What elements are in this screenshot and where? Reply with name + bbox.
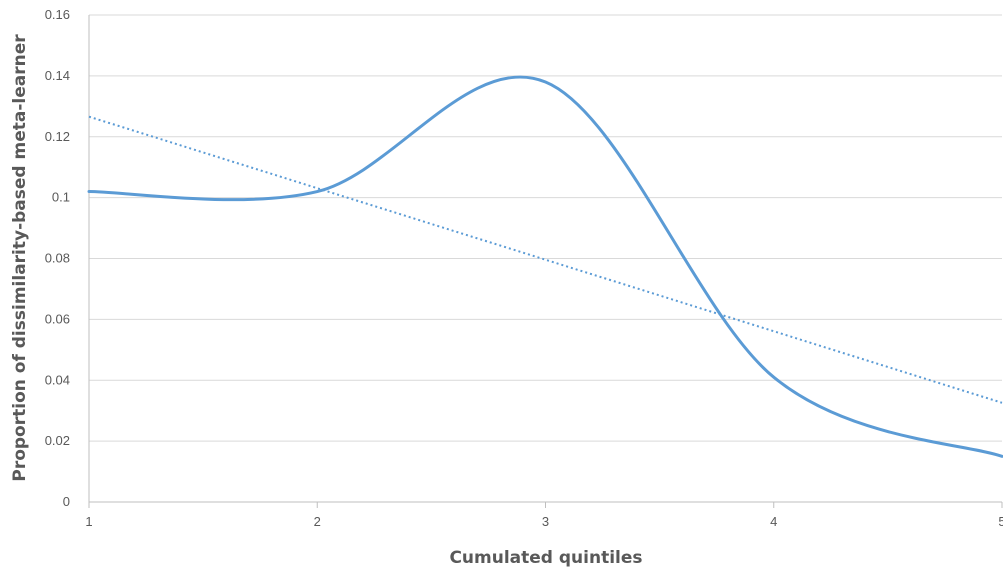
x-axis-title: Cumulated quintiles (449, 548, 642, 568)
x-tick-label: 3 (542, 514, 549, 529)
y-tick-label: 0 (63, 494, 70, 509)
trendline-series (88, 115, 1003, 404)
y-tick-label: 0.02 (45, 433, 70, 448)
y-tick-label: 0.12 (45, 129, 70, 144)
x-tick-label: 2 (314, 514, 321, 529)
y-tick-label: 0.1 (52, 190, 70, 205)
x-tick-labels: 1 2 3 4 5 (85, 514, 1003, 529)
y-tick-label: 0.06 (45, 311, 70, 326)
y-tick-label: 0.08 (45, 251, 70, 266)
series-layer (87, 75, 1003, 458)
y-tick-label: 0.04 (45, 372, 70, 387)
axes (88, 15, 1003, 508)
gridlines (89, 14, 1002, 442)
y-tick-label: 0.16 (45, 7, 70, 22)
y-tick-labels: 0 0.02 0.04 0.06 0.08 0.1 0.12 0.14 0.16 (45, 7, 70, 509)
x-tick-label: 5 (998, 514, 1003, 529)
y-tick-label: 0.14 (45, 68, 70, 83)
x-tick-label: 1 (85, 514, 92, 529)
data-series-line (87, 75, 1003, 458)
y-axis-title: Proportion of dissimilarity-based meta-l… (10, 34, 30, 482)
x-tick-label: 4 (770, 514, 777, 529)
